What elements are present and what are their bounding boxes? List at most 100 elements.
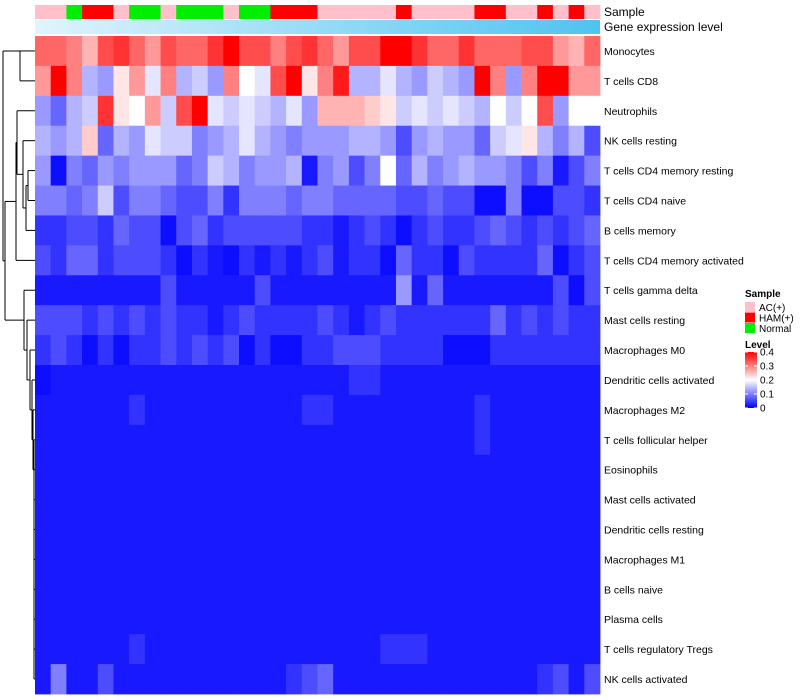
heatmap-cell — [82, 484, 99, 515]
row-label: Plasma cells — [604, 614, 663, 626]
heatmap-cell — [191, 664, 209, 695]
heatmap-cell — [254, 484, 271, 515]
heatmap-cell — [97, 335, 114, 366]
heatmap-cell — [490, 125, 507, 157]
heatmap-cell — [113, 245, 130, 276]
heatmap-cell — [380, 36, 397, 67]
heatmap-cell — [301, 574, 318, 605]
heatmap-cell — [97, 454, 114, 486]
heatmap-cell — [129, 215, 146, 246]
heatmap-cell — [113, 95, 130, 127]
heatmap-cell — [348, 245, 365, 276]
heatmap-cell — [411, 394, 428, 426]
heatmap-cell — [584, 544, 601, 575]
heatmap-cell — [160, 365, 177, 396]
heatmap-cell — [474, 664, 491, 695]
heatmap-cell — [380, 215, 397, 246]
heatmap-cell — [537, 514, 554, 545]
heatmap-cell — [254, 454, 271, 486]
heatmap-cell — [317, 634, 334, 665]
heatmap-cell — [286, 634, 303, 665]
heatmap-cell — [160, 664, 177, 695]
heatmap-cell — [333, 215, 350, 246]
heatmap-cell — [35, 664, 52, 695]
heatmap-cell — [207, 305, 224, 336]
heatmap-cell — [568, 394, 585, 426]
heatmap-cell — [443, 634, 460, 665]
heatmap-cell — [66, 305, 83, 336]
heatmap-cell — [223, 484, 240, 515]
heatmap-cell — [474, 125, 491, 157]
heatmap-cell — [191, 36, 209, 67]
heatmap-cell — [191, 574, 209, 605]
heatmap-cell — [191, 514, 209, 545]
heatmap-cell — [443, 604, 460, 635]
heatmap-cell — [505, 634, 522, 665]
heatmap-cell — [113, 634, 130, 665]
heatmap-cell — [97, 604, 114, 635]
heatmap-cell — [97, 125, 114, 157]
heatmap-cell — [427, 275, 444, 306]
heatmap-cell — [270, 155, 287, 186]
heatmap-cell — [490, 484, 507, 515]
heatmap-cell — [348, 394, 365, 426]
heatmap-cell — [97, 634, 114, 665]
heatmap-cell — [521, 544, 538, 575]
heatmap-cell — [286, 424, 303, 456]
heatmap-cell — [286, 155, 303, 186]
sample-annotation-cell — [521, 5, 538, 19]
heatmap-cell — [301, 155, 318, 186]
heatmap-cell — [129, 335, 146, 366]
heatmap-cell — [66, 245, 83, 276]
heatmap-cell — [270, 454, 287, 486]
heatmap-cell — [474, 454, 491, 486]
heatmap-cell — [160, 604, 177, 635]
heatmap-cell — [176, 65, 193, 97]
heatmap-cell — [537, 424, 554, 456]
heatmap-cell — [458, 275, 475, 306]
heatmap-cell — [505, 424, 522, 456]
heatmap-cell — [537, 245, 554, 276]
heatmap-cell — [207, 394, 224, 426]
sample-annotation-cell — [348, 5, 365, 19]
heatmap-cell — [50, 275, 67, 306]
heatmap-cell — [552, 514, 570, 545]
heatmap-cell — [537, 365, 554, 396]
heatmap-cell — [66, 155, 83, 186]
heatmap-cell — [584, 365, 601, 396]
heatmap-cell — [537, 634, 554, 665]
heatmap-cell — [239, 394, 256, 426]
legend-swatch — [745, 323, 755, 333]
heatmap-cell — [521, 95, 538, 127]
heatmap-cell — [160, 484, 177, 515]
heatmap-cell — [66, 394, 83, 426]
heatmap-cell — [490, 634, 507, 665]
heatmap-cell — [176, 664, 193, 695]
heatmap-cell — [160, 634, 177, 665]
heatmap-cell — [537, 454, 554, 486]
heatmap-cell — [458, 514, 475, 545]
heatmap-cell — [301, 484, 318, 515]
heatmap-cell — [317, 125, 334, 157]
heatmap-cell — [395, 394, 413, 426]
heatmap-cell — [317, 305, 334, 336]
heatmap-cell — [380, 335, 397, 366]
heatmap-cell — [552, 664, 570, 695]
heatmap-cell — [239, 544, 256, 575]
heatmap-cell — [207, 634, 224, 665]
heatmap-cell — [160, 275, 177, 306]
heatmap-cell — [380, 544, 397, 575]
heatmap-cell — [160, 215, 177, 246]
heatmap-cell — [270, 215, 287, 246]
heatmap-cell — [66, 664, 83, 695]
heatmap-cell — [207, 514, 224, 545]
sample-annotation-cell — [176, 5, 193, 19]
heatmap-cell — [301, 365, 318, 396]
heatmap-cell — [301, 544, 318, 575]
sample-annotation-cell — [568, 5, 585, 19]
sample-annotation-cell — [144, 5, 161, 19]
heatmap-cell — [50, 95, 67, 127]
heatmap-cell — [223, 664, 240, 695]
heatmap-cell — [474, 185, 491, 216]
heatmap-cell — [301, 36, 318, 67]
